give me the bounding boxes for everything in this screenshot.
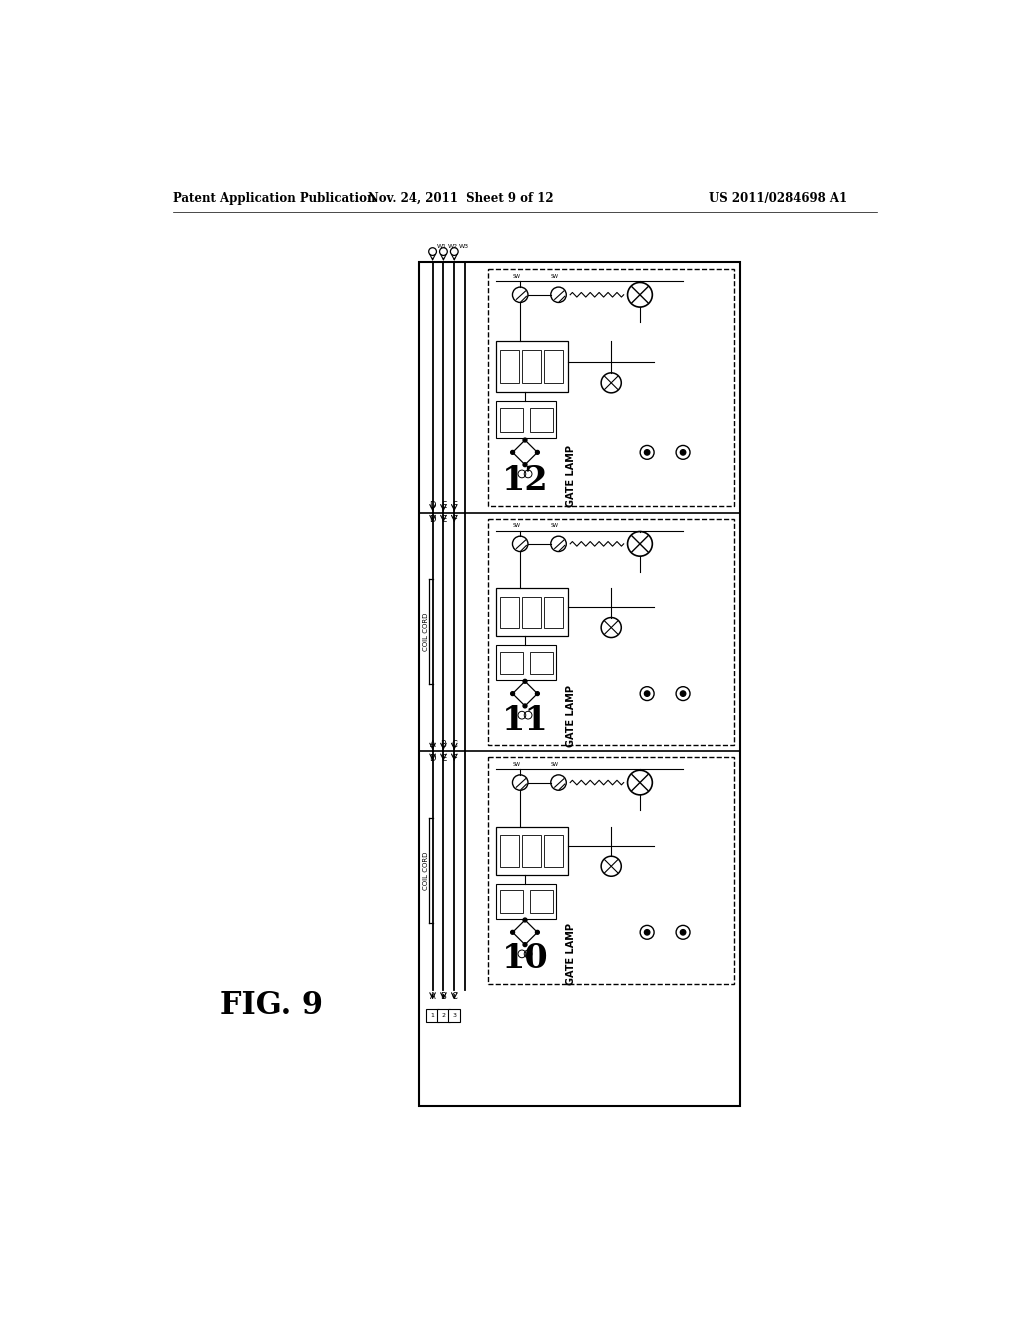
Text: E: E — [440, 502, 446, 511]
Text: GATE LAMP: GATE LAMP — [565, 685, 575, 747]
Text: 1: 1 — [431, 1012, 434, 1018]
Bar — [437, 1010, 450, 1022]
Circle shape — [644, 450, 650, 455]
Text: B: B — [440, 741, 446, 748]
Text: COIL CORD: COIL CORD — [423, 612, 429, 651]
Bar — [497, 826, 568, 875]
Bar — [497, 884, 556, 919]
Bar — [529, 890, 553, 913]
Text: F: F — [452, 502, 457, 511]
Bar — [500, 890, 522, 913]
Bar — [497, 587, 568, 636]
Text: GATE LAMP: GATE LAMP — [565, 445, 575, 507]
Text: SW: SW — [512, 524, 520, 528]
Circle shape — [523, 942, 527, 946]
Circle shape — [511, 450, 514, 454]
Circle shape — [680, 690, 686, 697]
Text: D: D — [429, 502, 436, 511]
Bar — [497, 341, 568, 392]
Circle shape — [511, 692, 514, 696]
Bar — [522, 836, 541, 867]
Circle shape — [523, 463, 527, 466]
Bar — [449, 1010, 461, 1022]
Circle shape — [511, 931, 514, 935]
Text: Patent Application Publication: Patent Application Publication — [173, 191, 376, 205]
Circle shape — [523, 438, 527, 442]
Text: 2: 2 — [441, 1012, 445, 1018]
Text: W1: W1 — [437, 244, 447, 249]
Text: 12: 12 — [502, 463, 548, 496]
Text: W2: W2 — [449, 244, 458, 249]
Text: W3: W3 — [459, 244, 469, 249]
Bar — [419, 263, 740, 1106]
Text: F: F — [452, 754, 457, 763]
Bar — [426, 1010, 438, 1022]
Bar — [488, 268, 734, 507]
Circle shape — [536, 450, 540, 454]
Bar — [488, 519, 734, 744]
Circle shape — [536, 931, 540, 935]
Text: C: C — [452, 993, 457, 1002]
Bar — [488, 758, 734, 983]
Text: 10: 10 — [502, 942, 549, 975]
Bar — [522, 350, 541, 383]
Text: A: A — [430, 993, 435, 1002]
Text: 11: 11 — [502, 704, 549, 737]
Text: A: A — [430, 741, 435, 748]
Bar — [497, 401, 556, 438]
Text: FIG. 9: FIG. 9 — [220, 990, 323, 1020]
Bar — [529, 408, 553, 432]
Circle shape — [523, 919, 527, 921]
Bar — [545, 836, 563, 867]
Bar — [522, 597, 541, 628]
Text: SW: SW — [551, 273, 559, 279]
Bar — [545, 350, 563, 383]
Bar — [500, 408, 522, 432]
Text: Nov. 24, 2011  Sheet 9 of 12: Nov. 24, 2011 Sheet 9 of 12 — [369, 191, 554, 205]
Text: SW: SW — [551, 762, 559, 767]
Text: E: E — [440, 754, 446, 763]
Bar — [500, 597, 518, 628]
Bar — [500, 836, 518, 867]
Circle shape — [644, 690, 650, 697]
Bar — [500, 652, 522, 675]
Text: F: F — [452, 515, 457, 524]
Bar — [529, 652, 553, 675]
Bar — [500, 350, 518, 383]
Circle shape — [536, 692, 540, 696]
Bar — [545, 597, 563, 628]
Circle shape — [680, 929, 686, 935]
Text: E: E — [440, 515, 446, 524]
Circle shape — [523, 704, 527, 708]
Text: B: B — [440, 993, 446, 1002]
Text: 3: 3 — [453, 1012, 457, 1018]
Text: SW: SW — [512, 273, 520, 279]
Text: GATE LAMP: GATE LAMP — [565, 923, 575, 985]
Text: C: C — [452, 741, 457, 748]
Circle shape — [680, 450, 686, 455]
Text: US 2011/0284698 A1: US 2011/0284698 A1 — [710, 191, 848, 205]
Circle shape — [523, 680, 527, 684]
Bar — [497, 645, 556, 680]
Text: SW: SW — [512, 762, 520, 767]
Text: D: D — [429, 754, 436, 763]
Text: D: D — [429, 515, 436, 524]
Circle shape — [644, 929, 650, 935]
Text: SW: SW — [551, 524, 559, 528]
Text: COIL CORD: COIL CORD — [423, 851, 429, 890]
